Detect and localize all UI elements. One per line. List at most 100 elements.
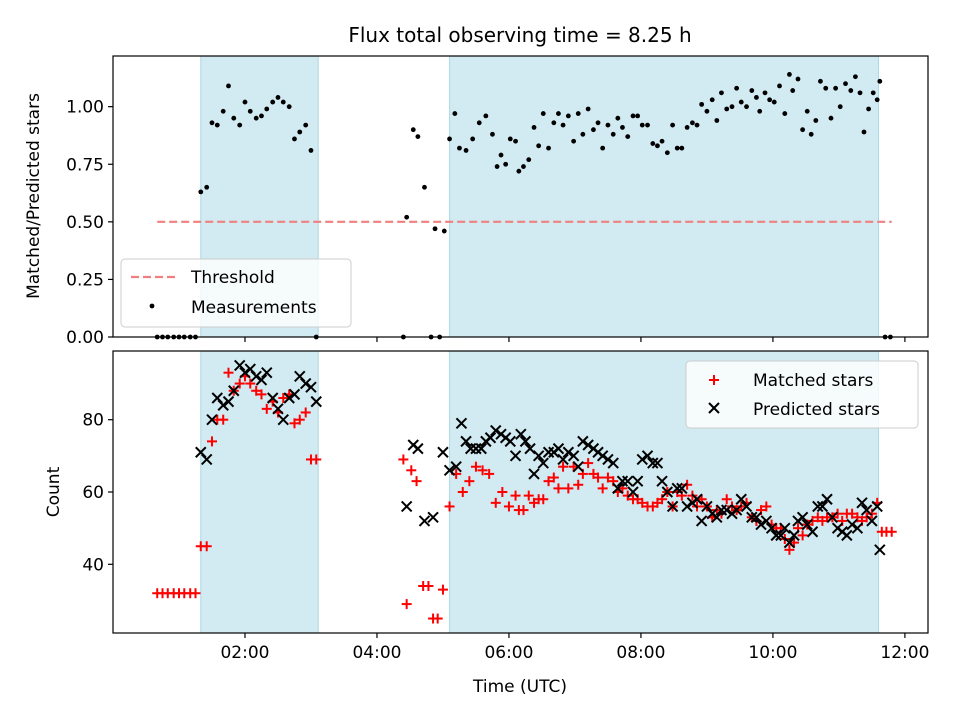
matched-star-point xyxy=(548,472,559,483)
predicted-star-point xyxy=(288,388,301,401)
matched-star-point xyxy=(886,526,897,537)
measurement-point xyxy=(704,108,710,114)
matched-star-point xyxy=(490,497,501,508)
measurement-point xyxy=(679,145,685,151)
predicted-star-point xyxy=(661,486,674,498)
measurement-point xyxy=(625,134,631,140)
measurement-point xyxy=(483,113,489,119)
measurement-point xyxy=(870,90,876,96)
predicted-star-point xyxy=(821,493,833,505)
measurement-point xyxy=(308,148,314,153)
measurement-point xyxy=(415,134,421,140)
predicted-star-point xyxy=(515,428,527,440)
measurement-point xyxy=(198,189,204,195)
measurement-point xyxy=(762,90,768,96)
predicted-star-point xyxy=(250,370,262,383)
matched-star-point xyxy=(573,479,584,490)
measurement-point xyxy=(209,120,215,126)
matched-star-point xyxy=(622,490,633,501)
matched-star-point xyxy=(538,494,549,505)
measurement-point xyxy=(866,106,872,112)
measurement-point xyxy=(645,122,650,128)
predicted-star-point xyxy=(841,529,853,542)
matched-star-point xyxy=(721,494,732,505)
predicted-star-point xyxy=(222,395,235,408)
matched-star-point xyxy=(543,476,554,487)
predicted-star-point xyxy=(636,453,648,466)
top-y-tick-label: 0.25 xyxy=(66,270,104,290)
predicted-star-point xyxy=(801,518,813,531)
measurement-point xyxy=(526,157,532,163)
predicted-star-point xyxy=(400,500,413,513)
matched-star-point xyxy=(406,465,417,476)
matched-star-point xyxy=(484,468,495,479)
bottom-y-tick-label: 40 xyxy=(82,555,104,575)
predicted-star-point xyxy=(217,399,229,411)
measurement-point xyxy=(226,83,231,89)
measurement-point xyxy=(275,95,281,100)
matched-star-point xyxy=(518,505,529,516)
bottom-shaded-interval xyxy=(200,350,319,634)
x-tick-label: 10:00 xyxy=(748,643,797,663)
matched-star-point xyxy=(311,454,322,465)
bottom-legend: Matched stars Predicted stars xyxy=(685,360,919,429)
measurement-point xyxy=(650,141,656,146)
predicted-star-point xyxy=(806,526,819,538)
bottom-y-ticks: 40 60 80 xyxy=(82,411,113,575)
measurement-point xyxy=(521,164,526,169)
legend-predicted-swatch xyxy=(708,402,720,414)
measurement-point xyxy=(476,120,482,126)
predicted-star-point xyxy=(671,482,683,495)
top-legend-box xyxy=(120,258,352,328)
matched-star-point xyxy=(602,472,613,483)
predicted-star-point xyxy=(206,413,218,426)
top-y-tick-label: 0.00 xyxy=(66,328,104,348)
matched-star-point xyxy=(251,385,262,396)
predicted-star-point xyxy=(681,500,693,513)
measurement-point xyxy=(546,145,551,151)
predicted-star-point xyxy=(735,493,747,505)
bottom-panel: 40 60 80 02:00 04:00 06:00 08:00 10:00 12:00 Co… xyxy=(44,350,929,697)
predicted-star-point xyxy=(612,482,624,495)
measurement-point xyxy=(516,168,522,174)
measurement-point xyxy=(837,104,843,110)
measurement-point xyxy=(463,148,469,153)
measurement-point xyxy=(242,99,248,105)
measurement-point xyxy=(813,118,819,123)
measurement-point xyxy=(490,131,495,137)
measurement-point xyxy=(556,111,561,116)
measurement-point xyxy=(843,81,848,87)
matched-star-point xyxy=(510,490,521,501)
measurement-point xyxy=(777,83,782,89)
matched-star-point xyxy=(761,501,772,512)
predicted-star-point xyxy=(509,450,522,462)
measurement-point xyxy=(757,108,763,114)
measurement-point xyxy=(754,95,759,100)
predicted-star-point xyxy=(283,392,295,404)
measurement-point xyxy=(800,127,806,133)
predicted-star-point xyxy=(562,446,575,458)
matched-star-point xyxy=(411,476,422,487)
measurement-point xyxy=(734,85,740,91)
measurement-point xyxy=(670,122,676,128)
measurement-point xyxy=(410,127,416,133)
predicted-star-point xyxy=(266,392,279,404)
predicted-star-point xyxy=(427,511,439,524)
predicted-star-point xyxy=(201,453,213,466)
predicted-star-point xyxy=(788,529,800,542)
measurement-point xyxy=(744,104,749,110)
matched-star-point xyxy=(784,544,795,555)
matched-star-point xyxy=(401,599,412,610)
measurement-point xyxy=(833,85,839,91)
predicted-star-point xyxy=(455,417,468,430)
bottom-y-tick-label: 80 xyxy=(82,411,104,431)
x-tick-label: 06:00 xyxy=(484,643,533,663)
legend-threshold-label: Threshold xyxy=(190,268,275,288)
measurement-point xyxy=(286,104,292,110)
legend-matched-label: Matched stars xyxy=(753,371,873,391)
matched-star-point xyxy=(261,403,272,414)
measurement-point xyxy=(507,136,513,142)
predicted-star-point xyxy=(721,504,733,516)
measurement-point xyxy=(605,122,611,128)
measurement-point xyxy=(280,99,286,105)
